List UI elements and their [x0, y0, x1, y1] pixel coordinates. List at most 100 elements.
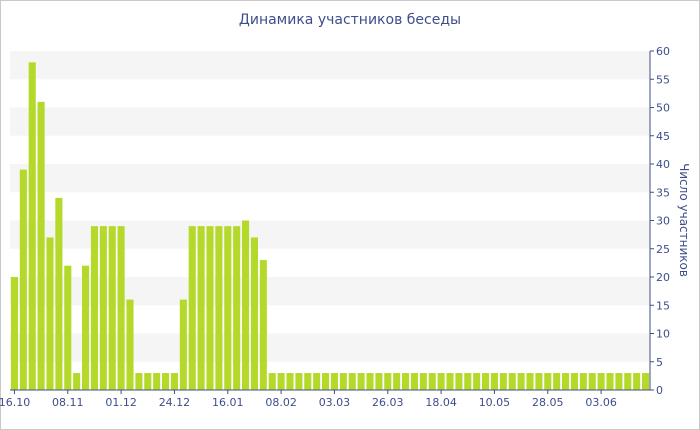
- bar: [490, 373, 498, 390]
- grid-band: [10, 164, 650, 193]
- x-tick-label: 24.12: [159, 396, 191, 409]
- y-tick-label: 60: [656, 45, 670, 58]
- bar: [437, 373, 445, 390]
- bar: [28, 62, 36, 391]
- bar: [295, 373, 303, 390]
- bar: [464, 373, 472, 390]
- bar: [508, 373, 516, 390]
- bar: [473, 373, 481, 390]
- bar: [633, 373, 641, 390]
- bar: [562, 373, 570, 390]
- bar: [64, 265, 72, 390]
- bar: [19, 169, 27, 390]
- bar: [206, 226, 214, 390]
- y-tick-label: 50: [656, 102, 670, 115]
- y-tick-label: 0: [656, 384, 663, 397]
- x-tick-label: 10.05: [479, 396, 511, 409]
- bar: [153, 373, 161, 390]
- bar: [446, 373, 454, 390]
- bar: [482, 373, 490, 390]
- bar: [393, 373, 401, 390]
- grid-band: [10, 277, 650, 306]
- bar: [624, 373, 632, 390]
- bar: [606, 373, 614, 390]
- bar: [46, 237, 54, 390]
- x-tick-labels: 16.10 08.11 01.12 24.12 16.01 08.02 03.03 26.03…: [0, 396, 617, 409]
- bar: [366, 373, 374, 390]
- bar: [82, 265, 90, 390]
- bar: [73, 373, 81, 390]
- bar: [108, 226, 116, 390]
- bar: [90, 226, 98, 390]
- bar: [259, 260, 267, 390]
- x-tick-label: 08.02: [265, 396, 297, 409]
- bar: [144, 373, 152, 390]
- bar: [570, 373, 578, 390]
- bar: [233, 226, 241, 390]
- bar: [286, 373, 294, 390]
- x-tick-label: 03.03: [319, 396, 351, 409]
- bar: [126, 299, 134, 390]
- bar: [215, 226, 223, 390]
- bar: [642, 373, 650, 390]
- bar: [339, 373, 347, 390]
- chart-title: Динамика участников беседы: [238, 12, 462, 28]
- bar: [250, 237, 258, 390]
- bar: [410, 373, 418, 390]
- bar: [197, 226, 205, 390]
- bar: [10, 277, 18, 390]
- bar-series: [10, 62, 650, 391]
- y-tick-label: 35: [656, 186, 670, 199]
- bar: [544, 373, 552, 390]
- x-tick-label: 16.10: [0, 396, 30, 409]
- y-tick-label: 45: [656, 130, 670, 143]
- bar: [99, 226, 107, 390]
- bar: [526, 373, 534, 390]
- bar: [553, 373, 561, 390]
- grid-band: [10, 220, 650, 249]
- y-tick-label: 55: [656, 73, 670, 86]
- grid-band: [10, 107, 650, 136]
- bar: [242, 220, 250, 390]
- bar: [357, 373, 365, 390]
- y-tick-label: 30: [656, 215, 670, 228]
- y-tick-label: 20: [656, 271, 670, 284]
- bar: [499, 373, 507, 390]
- axes: [10, 50, 654, 394]
- bar: [455, 373, 463, 390]
- bar: [588, 373, 596, 390]
- bar: [162, 373, 170, 390]
- bar: [277, 373, 285, 390]
- x-tick-label: 28.05: [532, 396, 564, 409]
- bar: [615, 373, 623, 390]
- bar: [579, 373, 587, 390]
- grid-band: [10, 333, 650, 362]
- bar: [402, 373, 410, 390]
- bar: [313, 373, 321, 390]
- bar: [517, 373, 525, 390]
- y-tick-label: 10: [656, 328, 670, 341]
- x-tick-label: 26.03: [372, 396, 404, 409]
- bar: [179, 299, 187, 390]
- bar: [188, 226, 196, 390]
- bar: [135, 373, 143, 390]
- bar: [55, 197, 63, 390]
- bar: [170, 373, 178, 390]
- x-tick-label: 03.06: [585, 396, 617, 409]
- y-tick-label: 40: [656, 158, 670, 171]
- y-tick-label: 15: [656, 299, 670, 312]
- x-tick-label: 01.12: [105, 396, 137, 409]
- y-tick-label: 25: [656, 243, 670, 256]
- bar: [304, 373, 312, 390]
- bar: [268, 373, 276, 390]
- bar: [224, 226, 232, 390]
- bar: [375, 373, 383, 390]
- bar: [597, 373, 605, 390]
- bar: [322, 373, 330, 390]
- bar: [348, 373, 356, 390]
- bar: [419, 373, 427, 390]
- y-axis-label: Число участников: [677, 163, 691, 277]
- x-tick-label: 18.04: [425, 396, 457, 409]
- bar: [384, 373, 392, 390]
